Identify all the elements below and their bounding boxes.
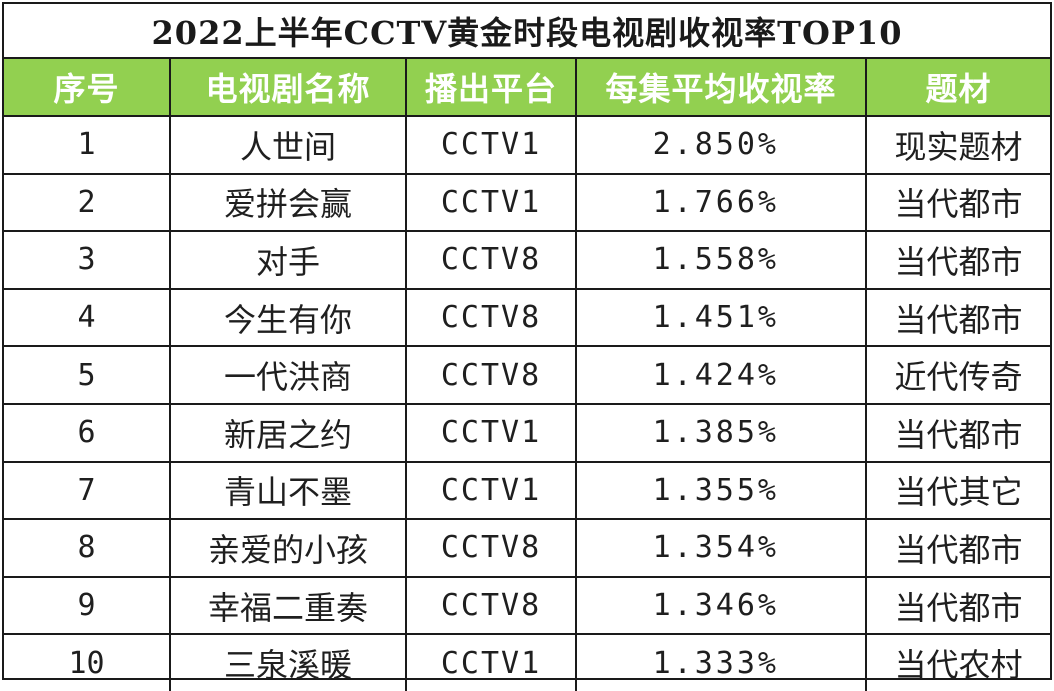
header-rank: 序号 [4,59,171,117]
cell-rank: 7 [4,460,171,521]
table-row: 6 新居之约 CCTV1 1.385% 当代都市 [4,402,1050,463]
cell-avg-rating: 1.558% [575,230,867,290]
cell-platform: CCTV1 [405,402,577,463]
cell-avg-rating: 1.333% [575,633,867,691]
cell-drama-name: 爱拼会赢 [169,172,407,233]
cell-avg-rating: 1.385% [575,402,867,463]
table-row: 3 对手 CCTV8 1.558% 当代都市 [4,230,1050,290]
cell-rank: 8 [4,518,171,578]
header-row: 序号 电视剧名称 播出平台 每集平均收视率 题材 [4,59,1050,117]
cell-rank: 5 [4,345,171,405]
cell-genre: 当代其它 [865,460,1050,521]
cell-genre: 现实题材 [865,115,1050,175]
table-row: 1 人世间 CCTV1 2.850% 现实题材 [4,115,1050,175]
cell-platform: CCTV8 [405,518,577,578]
table-row: 4 今生有你 CCTV8 1.451% 当代都市 [4,287,1050,348]
table-row: 10 三泉溪暖 CCTV1 1.333% 当代农村 [4,633,1050,691]
cell-genre: 近代传奇 [865,345,1050,405]
cell-genre: 当代都市 [865,287,1050,348]
cell-drama-name: 新居之约 [169,402,407,463]
header-drama-name: 电视剧名称 [169,59,407,117]
cell-genre: 当代都市 [865,518,1050,578]
cell-platform: CCTV8 [405,287,577,348]
cell-genre: 当代都市 [865,575,1050,636]
cell-rank: 1 [4,115,171,175]
cell-avg-rating: 2.850% [575,115,867,175]
cell-platform: CCTV1 [405,115,577,175]
cell-avg-rating: 1.355% [575,460,867,521]
cell-rank: 6 [4,402,171,463]
cell-platform: CCTV8 [405,230,577,290]
cell-platform: CCTV1 [405,633,577,691]
table-body: 1 人世间 CCTV1 2.850% 现实题材 2 爱拼会赢 CCTV1 1.766% 当代都市 3… [4,115,1050,691]
cell-avg-rating: 1.766% [575,172,867,233]
table-row: 8 亲爱的小孩 CCTV8 1.354% 当代都市 [4,518,1050,578]
table-row: 9 幸福二重奏 CCTV8 1.346% 当代都市 [4,575,1050,636]
ratings-table: 序号 电视剧名称 播出平台 每集平均收视率 题材 1 人世间 CCTV1 2.850%… [4,59,1050,691]
cell-avg-rating: 1.451% [575,287,867,348]
header-avg-rating: 每集平均收视率 [575,59,867,117]
table-row: 2 爱拼会赢 CCTV1 1.766% 当代都市 [4,172,1050,233]
cell-drama-name: 三泉溪暖 [169,633,407,691]
table-row: 7 青山不墨 CCTV1 1.355% 当代其它 [4,460,1050,521]
cell-platform: CCTV8 [405,345,577,405]
table-row: 5 一代洪商 CCTV8 1.424% 近代传奇 [4,345,1050,405]
cell-drama-name: 一代洪商 [169,345,407,405]
cell-genre: 当代都市 [865,172,1050,233]
header-platform: 播出平台 [405,59,577,117]
cell-drama-name: 对手 [169,230,407,290]
cell-platform: CCTV8 [405,575,577,636]
cell-rank: 2 [4,172,171,233]
table-title: 2022上半年CCTV黄金时段电视剧收视率TOP10 [4,4,1050,59]
cell-genre: 当代都市 [865,230,1050,290]
cell-rank: 3 [4,230,171,290]
cell-avg-rating: 1.354% [575,518,867,578]
header-genre: 题材 [865,59,1050,117]
cell-drama-name: 亲爱的小孩 [169,518,407,578]
cell-drama-name: 青山不墨 [169,460,407,521]
cell-genre: 当代都市 [865,402,1050,463]
cell-drama-name: 幸福二重奏 [169,575,407,636]
cell-platform: CCTV1 [405,172,577,233]
cell-avg-rating: 1.424% [575,345,867,405]
cell-genre: 当代农村 [865,633,1050,691]
cell-drama-name: 今生有你 [169,287,407,348]
cell-rank: 10 [4,633,171,691]
cell-platform: CCTV1 [405,460,577,521]
cell-rank: 4 [4,287,171,348]
cell-rank: 9 [4,575,171,636]
cell-drama-name: 人世间 [169,115,407,175]
cell-avg-rating: 1.346% [575,575,867,636]
